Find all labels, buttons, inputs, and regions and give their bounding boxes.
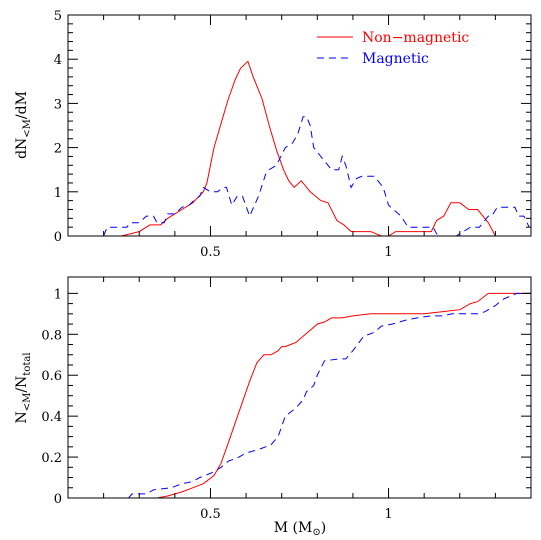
- top-series-non-magnetic-line: [68, 60, 531, 237]
- top-ytick-label: 3: [54, 97, 62, 112]
- bottom-ytick-label: 1: [54, 287, 62, 302]
- bottom-plot-frame: [67, 276, 532, 499]
- bottom-series-non-magnetic-line: [68, 292, 531, 499]
- top-ytick-label: 4: [54, 53, 62, 68]
- bottom-xtick-label: 0.5: [200, 507, 221, 522]
- top-panel: 0.5 1 0 1 2 3 4 5 dN<M/dM Non−magnetic Magnetic: [14, 9, 532, 260]
- legend: Non−magnetic Magnetic: [317, 30, 469, 67]
- legend-label-magnetic: Magnetic: [362, 51, 429, 67]
- top-ytick-label: 0: [54, 230, 62, 245]
- top-tick-labels: 0.5 1 0 1 2 3 4 5: [54, 9, 393, 260]
- bottom-ytick-label: 0: [54, 492, 62, 507]
- top-ticks: [67, 14, 532, 237]
- bottom-xlabel: M (M⊙): [274, 520, 326, 538]
- bottom-tick-labels: 0.5 1 0 0.2 0.4 0.6 0.8 1: [41, 287, 392, 522]
- bottom-ytick-label: 0.4: [41, 410, 62, 425]
- bottom-ytick-label: 0.8: [41, 328, 62, 343]
- top-ytick-label: 1: [54, 186, 62, 201]
- top-xtick-label: 0.5: [200, 245, 221, 260]
- top-series-lines: [68, 60, 531, 237]
- bottom-series-lines: [68, 292, 531, 499]
- top-xtick-label: 1: [384, 245, 392, 260]
- bottom-panel: 0.5 1 0 0.2 0.4 0.6 0.8 1 N<M/Ntotal M (M⊙): [14, 276, 532, 538]
- top-plot-frame: [67, 14, 532, 237]
- bottom-ticks: [67, 277, 532, 499]
- bottom-ylabel: N<M/Ntotal: [14, 352, 33, 423]
- top-ylabel: dN<M/dM: [14, 91, 33, 159]
- legend-label-non-magnetic: Non−magnetic: [362, 30, 469, 46]
- bottom-xtick-label: 1: [384, 507, 392, 522]
- bottom-ytick-label: 0.2: [41, 451, 62, 466]
- bottom-series-magnetic-line: [68, 292, 531, 499]
- top-ytick-label: 5: [54, 9, 62, 24]
- top-series-magnetic-line: [68, 116, 530, 237]
- top-ytick-label: 2: [54, 142, 62, 157]
- bottom-ytick-label: 0.6: [41, 369, 62, 384]
